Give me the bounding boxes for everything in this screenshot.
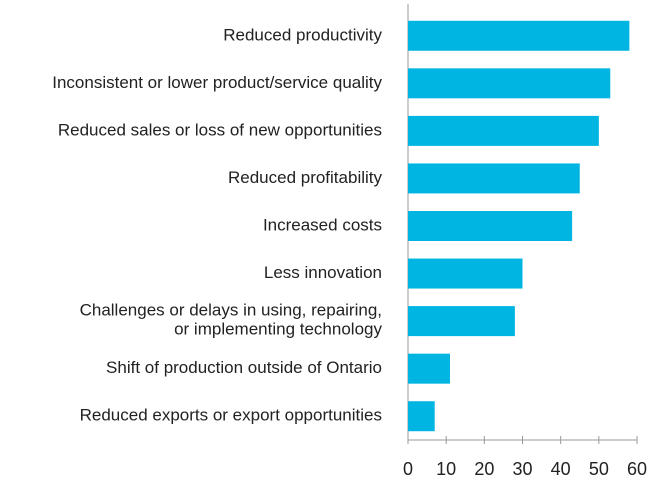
x-tick-label: 50 (589, 459, 609, 479)
bar (408, 258, 523, 289)
y-tick-label: Increased costs (263, 215, 382, 234)
y-tick-label: Reduced exports or export opportunities (80, 406, 382, 425)
x-tick-label: 40 (551, 459, 571, 479)
y-tick-label: Reduced productivity (223, 25, 382, 44)
y-tick-label: Reduced profitability (228, 168, 383, 187)
bar (408, 68, 611, 99)
x-tick-label: 10 (436, 459, 456, 479)
bar (408, 163, 580, 194)
y-tick-label: Challenges or delays in using, repairing… (80, 301, 383, 339)
bar (408, 306, 515, 337)
bar (408, 115, 599, 146)
y-tick-label: Inconsistent or lower product/service qu… (52, 73, 382, 92)
bar (408, 353, 450, 384)
x-tick-label: 60 (627, 459, 647, 479)
x-tick-label: 20 (474, 459, 494, 479)
y-tick-label: Reduced sales or loss of new opportuniti… (58, 120, 382, 139)
x-tick-label: 0 (403, 459, 413, 479)
x-tick-label: 30 (512, 459, 532, 479)
y-tick-label: Less innovation (264, 263, 382, 282)
bar (408, 211, 573, 241)
bar (408, 20, 630, 51)
bar (408, 401, 435, 432)
y-tick-label: Shift of production outside of Ontario (106, 358, 382, 377)
